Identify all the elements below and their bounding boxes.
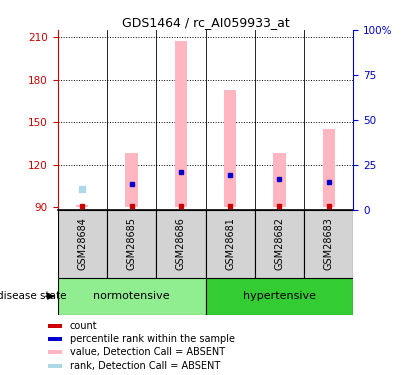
Bar	[323, 129, 335, 207]
Text: GSM28686: GSM28686	[176, 217, 186, 270]
Text: value, Detection Call = ABSENT: value, Detection Call = ABSENT	[70, 347, 225, 357]
Text: disease state: disease state	[0, 291, 67, 301]
Bar	[48, 350, 62, 354]
Bar	[304, 210, 353, 278]
Bar	[175, 41, 187, 207]
Text: GSM28681: GSM28681	[225, 217, 235, 270]
Bar	[224, 90, 236, 207]
Bar	[58, 278, 206, 315]
Bar	[273, 153, 286, 207]
Bar	[206, 278, 353, 315]
Bar	[48, 364, 62, 368]
Text: GSM28683: GSM28683	[324, 217, 334, 270]
Text: rank, Detection Call = ABSENT: rank, Detection Call = ABSENT	[70, 361, 220, 371]
Title: GDS1464 / rc_AI059933_at: GDS1464 / rc_AI059933_at	[122, 16, 289, 29]
Bar	[156, 210, 206, 278]
Text: GSM28685: GSM28685	[127, 217, 136, 270]
Bar	[255, 210, 304, 278]
Bar	[107, 210, 156, 278]
Bar	[48, 337, 62, 341]
Text: hypertensive: hypertensive	[243, 291, 316, 301]
Text: count: count	[70, 321, 97, 331]
Bar	[58, 210, 107, 278]
Bar	[76, 205, 88, 207]
Text: GSM28682: GSM28682	[275, 217, 284, 270]
Bar	[48, 324, 62, 328]
Text: percentile rank within the sample: percentile rank within the sample	[70, 334, 235, 344]
Text: GSM28684: GSM28684	[77, 217, 87, 270]
Bar	[206, 210, 255, 278]
Bar	[125, 153, 138, 207]
Text: normotensive: normotensive	[93, 291, 170, 301]
